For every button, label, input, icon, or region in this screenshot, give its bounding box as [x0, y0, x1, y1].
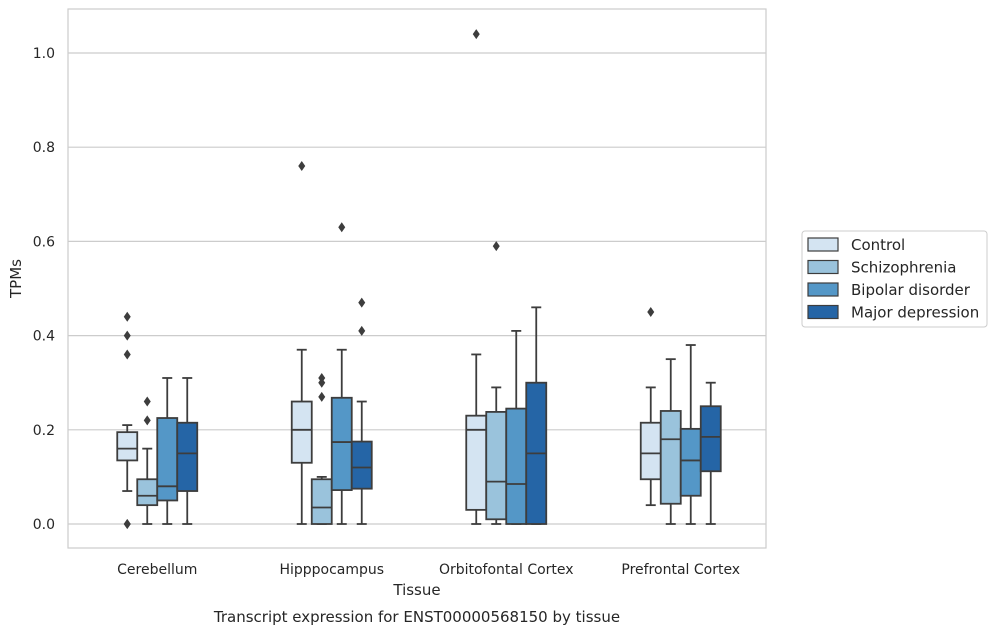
- legend-frame: [801, 230, 988, 328]
- box-iqr: [290, 400, 313, 464]
- box-bipolar-disorder: [330, 222, 353, 525]
- box-major-depression: [176, 377, 199, 525]
- y-tick-label: 1.0: [33, 46, 55, 62]
- x-tick-label: Prefrontal Cortex: [621, 562, 740, 578]
- box-iqr: [350, 440, 373, 490]
- box-iqr: [639, 421, 662, 481]
- y-tick-label: 0.2: [33, 423, 55, 439]
- box-iqr: [505, 407, 528, 525]
- box-control: [465, 29, 488, 525]
- box-major-depression: [525, 306, 548, 525]
- y-tick-labels: 0.0 0.2 0.4 0.6 0.8 1.0: [33, 46, 55, 533]
- legend-swatch: [807, 237, 839, 252]
- legend-items: Control Schizophrenia Bipolar disorder Majo…: [807, 236, 979, 322]
- box-control: [639, 307, 662, 507]
- box-iqr: [136, 478, 159, 507]
- x-tick-labels: Cerebellum Hipppocampus Orbitofontal Corte…: [117, 562, 740, 578]
- box-iqr: [176, 421, 199, 492]
- outlier-point: [143, 396, 151, 407]
- box-schizophrenia: [310, 372, 333, 525]
- legend-swatch: [807, 259, 839, 275]
- legend-label: Major depression: [851, 304, 979, 322]
- legend: Control Schizophrenia Bipolar disorder Majo…: [801, 230, 988, 328]
- y-tick-label: 0.8: [33, 140, 55, 156]
- box-iqr: [156, 417, 179, 502]
- box-iqr: [659, 410, 682, 505]
- box-iqr: [310, 478, 333, 525]
- outlier-point: [492, 241, 500, 252]
- box-iqr: [679, 427, 702, 497]
- box-bipolar-disorder: [679, 344, 702, 525]
- chart-caption: Transcript expression for ENST0000056815…: [213, 608, 620, 626]
- y-tick-label: 0.4: [33, 329, 55, 345]
- x-tick-label: Hipppocampus: [279, 562, 384, 578]
- box-iqr: [699, 405, 722, 473]
- outlier-point: [123, 349, 131, 360]
- boxes: [116, 29, 722, 529]
- box-control: [290, 161, 313, 525]
- box-schizophrenia: [659, 358, 682, 525]
- outlier-point: [123, 330, 131, 341]
- x-axis-title: Tissue: [392, 581, 440, 599]
- box-iqr: [330, 396, 353, 491]
- legend-label: Schizophrenia: [851, 259, 956, 277]
- y-tick-label: 0.0: [33, 517, 55, 533]
- legend-swatch: [807, 282, 839, 297]
- outlier-point: [647, 307, 655, 318]
- box-bipolar-disorder: [505, 329, 528, 525]
- outlier-point: [123, 519, 131, 529]
- y-axis-title: TPMs: [7, 259, 25, 299]
- outlier-point: [338, 222, 346, 233]
- x-tick-label: Orbitofontal Cortex: [439, 562, 574, 578]
- box-major-depression: [699, 381, 722, 525]
- box-major-depression: [350, 297, 373, 525]
- legend-swatch: [807, 304, 839, 320]
- box-schizophrenia: [485, 241, 508, 525]
- legend-label: Control: [851, 236, 905, 254]
- box-iqr: [116, 431, 139, 462]
- plot-frame: [67, 8, 767, 549]
- legend-label: Bipolar disorder: [851, 281, 971, 299]
- box-schizophrenia: [136, 396, 159, 525]
- outlier-point: [318, 391, 326, 402]
- outlier-point: [318, 377, 326, 388]
- outlier-point: [123, 311, 131, 322]
- box-control: [116, 311, 139, 529]
- outlier-point: [298, 161, 306, 172]
- box-iqr: [485, 411, 508, 521]
- outlier-point: [358, 325, 366, 336]
- outlier-point: [358, 297, 366, 308]
- box-bipolar-disorder: [156, 377, 179, 525]
- y-tick-label: 0.6: [33, 234, 55, 250]
- outlier-point: [143, 415, 151, 426]
- x-tick-label: Cerebellum: [117, 562, 197, 578]
- outlier-point: [472, 29, 480, 40]
